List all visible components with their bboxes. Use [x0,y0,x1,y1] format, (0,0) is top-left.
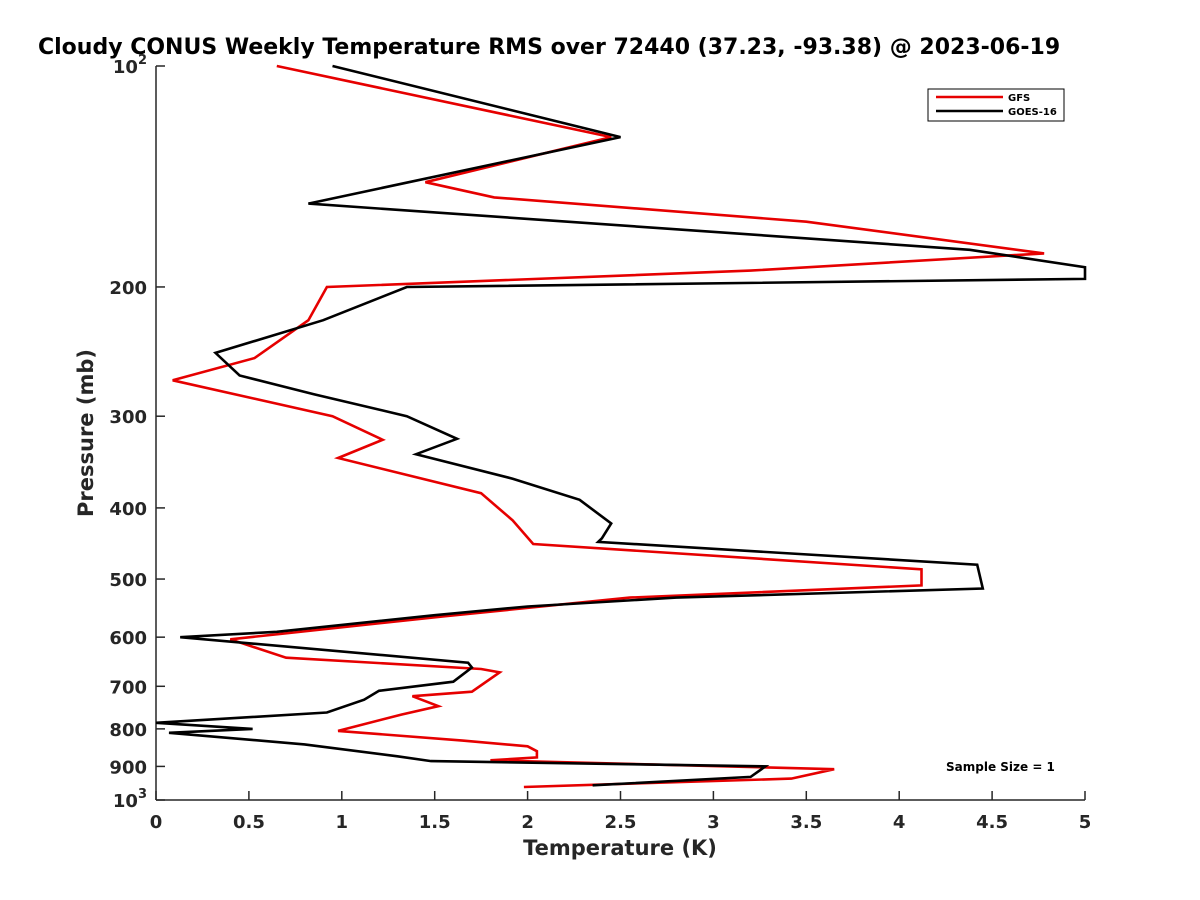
x-tick-label: 1 [336,812,349,833]
x-tick-label: 2.5 [605,812,637,833]
x-tick-label: 4 [893,812,906,833]
y-tick-label: 400 [109,499,147,520]
x-tick-label: 0 [150,812,163,833]
x-tick-label: 3.5 [790,812,822,833]
y-tick-label: 900 [109,757,147,778]
legend-box [927,88,1065,122]
y-tick-label: 103 [113,787,147,812]
x-axis-label: Temperature (K) [523,836,717,860]
y-tick-label: 600 [109,628,147,649]
y-axis-label: Pressure (mb) [74,349,98,517]
x-tick-label: 1.5 [419,812,451,833]
x-tick-label: 4.5 [976,812,1008,833]
x-tick-label: 5 [1079,812,1092,833]
sample-size-annotation: Sample Size = 1 [946,760,1055,774]
y-tick-label: 300 [109,407,147,428]
y-tick-label: 800 [109,720,147,741]
y-tick-label: 102 [113,53,147,78]
y-tick-label: 200 [109,278,147,299]
series-group [155,64,1087,789]
plot-area: 0 0.5 1 1.5 2 2.5 3 3.5 4 4.5 5 102 200 300 400 500 600… [109,53,1091,833]
x-ticks: 0 0.5 1 1.5 2 2.5 3 3.5 4 4.5 5 [150,791,1092,833]
y-ticks: 102 200 300 400 500 600 700 800 900 103 [109,53,165,812]
legend-label-goes16: GOES-16 [1008,107,1057,118]
legend: GFS GOES-16 [927,88,1065,122]
series-line-gfs [172,64,1045,789]
legend-label-gfs: GFS [1008,93,1030,104]
x-tick-label: 2 [521,812,534,833]
y-tick-label: 500 [109,570,147,591]
series-line-goes16 [155,64,1087,787]
x-tick-label: 0.5 [233,812,265,833]
x-tick-label: 3 [707,812,720,833]
chart-title: Cloudy CONUS Weekly Temperature RMS over… [38,35,1060,60]
y-tick-label: 700 [109,677,147,698]
